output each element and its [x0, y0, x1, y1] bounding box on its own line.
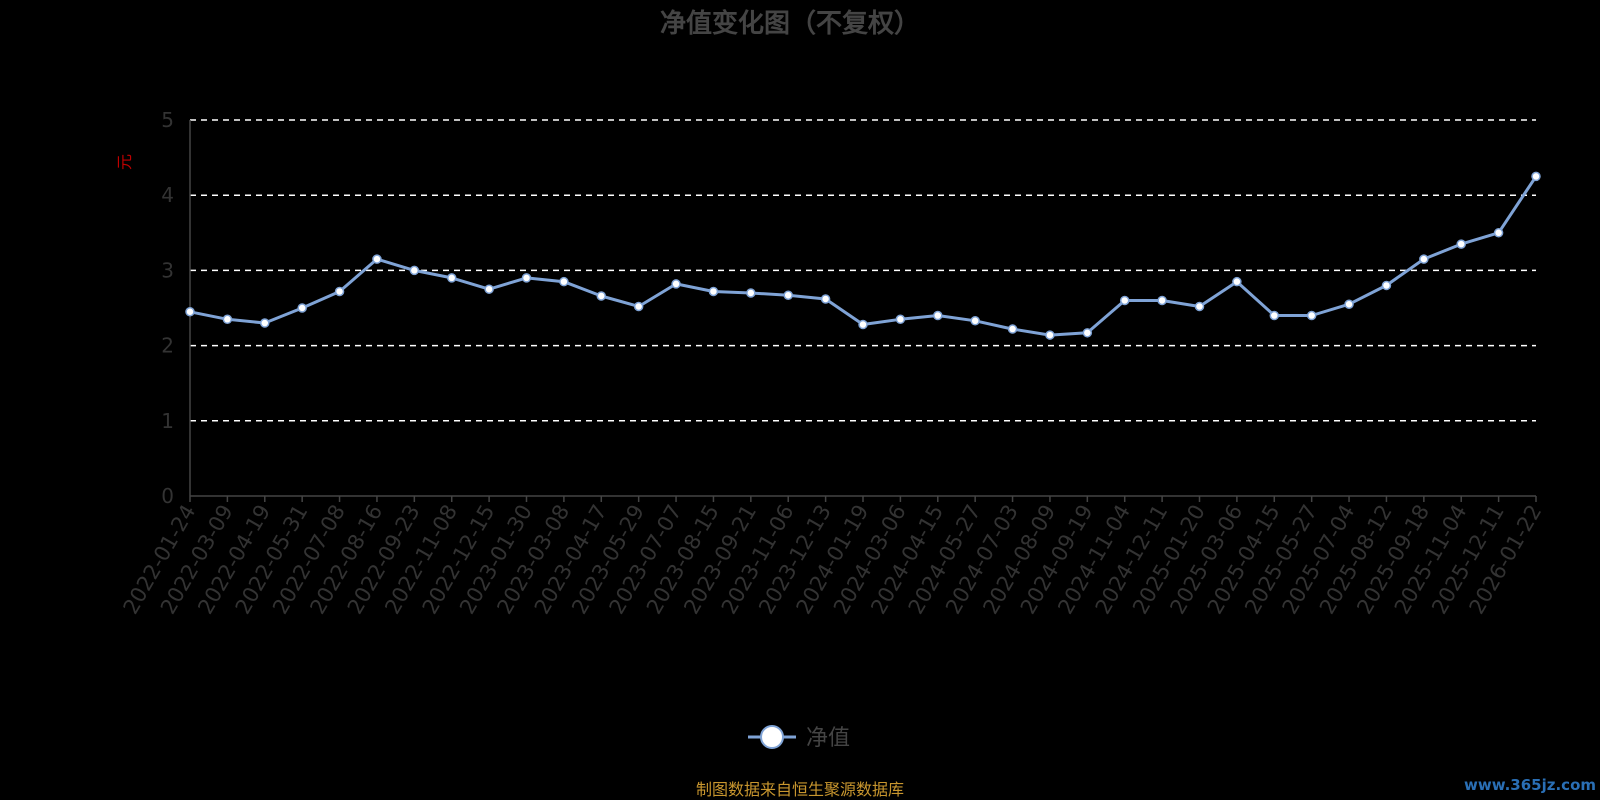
data-point[interactable]	[1456, 239, 1466, 249]
data-point[interactable]	[783, 290, 793, 300]
y-tick-label: 0	[161, 484, 174, 508]
data-point[interactable]	[1269, 310, 1280, 321]
data-point[interactable]	[372, 254, 382, 264]
data-point[interactable]	[596, 291, 607, 301]
data-point[interactable]	[260, 318, 270, 328]
data-point[interactable]	[222, 314, 233, 325]
data-point[interactable]	[185, 307, 195, 317]
data-point[interactable]	[633, 301, 644, 312]
data-point[interactable]	[1082, 328, 1093, 338]
data-point[interactable]	[895, 314, 906, 325]
data-point[interactable]	[1194, 301, 1205, 312]
y-tick-label: 1	[161, 409, 174, 433]
data-point[interactable]	[1493, 228, 1504, 238]
watermark: www.365jz.com	[1464, 776, 1596, 794]
chart-title: 净值变化图（不复权）	[660, 8, 920, 39]
data-point[interactable]	[1306, 310, 1317, 321]
data-point[interactable]	[1007, 324, 1018, 334]
y-tick-label: 5	[161, 108, 174, 132]
data-point[interactable]	[858, 319, 868, 330]
data-point[interactable]	[933, 310, 943, 321]
axes	[189, 120, 1537, 502]
data-point[interactable]	[708, 286, 719, 297]
y-tick-label: 3	[161, 258, 174, 282]
data-point[interactable]	[970, 316, 980, 326]
series-line-nav	[189, 175, 1538, 337]
legend-marker-icon	[760, 725, 784, 749]
data-point[interactable]	[1119, 295, 1130, 306]
data-point[interactable]	[484, 284, 494, 294]
data-point[interactable]	[1045, 330, 1055, 340]
data-point[interactable]	[1344, 299, 1354, 309]
y-tick-label: 2	[161, 334, 174, 358]
y-tick-labels: 0 1 2 3 4 5	[161, 108, 174, 508]
data-point[interactable]	[559, 276, 569, 287]
data-point[interactable]	[1157, 295, 1167, 306]
y-tick-label: 4	[161, 183, 174, 207]
legend[interactable]: 净值	[748, 725, 850, 751]
data-point[interactable]	[1381, 280, 1392, 291]
data-source-note: 制图数据来自恒生聚源数据库	[696, 780, 904, 799]
data-point[interactable]	[746, 288, 756, 298]
data-point[interactable]	[409, 265, 420, 276]
data-point[interactable]	[1531, 171, 1541, 182]
data-point[interactable]	[297, 303, 307, 313]
data-point[interactable]	[446, 273, 457, 283]
grid-lines	[190, 119, 1536, 422]
legend-label: 净值	[806, 726, 850, 751]
data-point[interactable]	[1232, 276, 1242, 287]
data-point[interactable]	[1419, 254, 1429, 264]
data-point[interactable]	[820, 294, 831, 304]
x-tick-labels: 2022-01-242022-03-092022-04-192022-05-31…	[119, 500, 1547, 618]
data-point[interactable]	[671, 279, 681, 289]
series-layer	[185, 171, 1541, 340]
y-axis-unit-label: 元	[115, 154, 134, 170]
data-point[interactable]	[521, 273, 532, 283]
data-point[interactable]	[334, 286, 345, 297]
